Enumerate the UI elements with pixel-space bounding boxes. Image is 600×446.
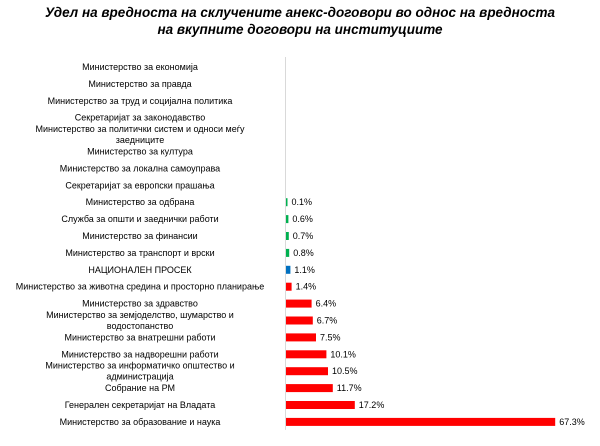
category-label-line: Министерство за финансии bbox=[82, 231, 197, 241]
category-label: Секретаријат за законодавство bbox=[75, 113, 205, 123]
value-label: 7.5% bbox=[320, 332, 341, 342]
category-label-line: Министерство за образование и наука bbox=[60, 417, 221, 427]
category-label-line: Министерство за надворешни работи bbox=[61, 349, 218, 359]
category-label-line: Министерство за правда bbox=[88, 79, 191, 89]
category-label-line: водостопанство bbox=[107, 321, 173, 331]
value-label: 11.7% bbox=[337, 383, 362, 393]
value-label: 0.1% bbox=[292, 197, 313, 207]
category-label: Секретаријат за европски прашања bbox=[65, 180, 214, 190]
category-label-line: Министерство за здравство bbox=[82, 299, 198, 309]
value-label: 0.6% bbox=[292, 214, 313, 224]
category-label: НАЦИОНАЛЕН ПРОСЕК bbox=[88, 265, 192, 275]
bar bbox=[286, 198, 288, 207]
category-label-line: Министерство за внатрешни работи bbox=[64, 332, 215, 342]
category-label: Министерство за политички систем и однос… bbox=[35, 124, 245, 145]
category-label: Министерство за здравство bbox=[82, 299, 198, 309]
category-label-line: Министерство за култура bbox=[87, 147, 193, 157]
chart-title-line-2: на вкупните договори на институциите bbox=[157, 22, 443, 37]
category-label-line: Генерален секретаријат на Владата bbox=[65, 400, 215, 410]
category-label: Министерство за локална самоуправа bbox=[60, 163, 220, 173]
bar bbox=[286, 384, 333, 393]
category-label-line: Секретаријат за европски прашања bbox=[65, 180, 214, 190]
value-label: 6.4% bbox=[316, 299, 337, 309]
bar bbox=[286, 333, 316, 342]
category-label: Служба за општи и заеднички работи bbox=[61, 214, 218, 224]
category-label: Министерство за животна средина и просто… bbox=[16, 282, 265, 292]
value-label: 10.1% bbox=[330, 349, 356, 359]
bar bbox=[286, 316, 313, 325]
bar bbox=[286, 417, 556, 426]
chart-title-line-1: Удел на вредноста на склучените анекс-до… bbox=[44, 5, 555, 20]
category-label-line: Министерство за транспорт и врски bbox=[65, 248, 214, 258]
category-label: Министерство за економија bbox=[82, 62, 198, 72]
category-label: Генерален секретаријат на Владата bbox=[65, 400, 215, 410]
category-label: Собрание на РМ bbox=[105, 383, 175, 393]
category-label: Министерство за транспорт и врски bbox=[65, 248, 214, 258]
category-label: Министерство за правда bbox=[88, 79, 191, 89]
bar bbox=[286, 215, 289, 224]
value-labels: 0.1% 0.6% 0.7% 0.8% 1.1% 1.4% 6.4% 6.7% 7.5% 10.1… bbox=[292, 197, 585, 427]
category-label: Министерство за информатичко општество и… bbox=[45, 361, 234, 382]
bars bbox=[286, 198, 556, 426]
category-label: Министерство за внатрешни работи bbox=[64, 332, 215, 342]
bar bbox=[286, 248, 290, 257]
value-label: 6.7% bbox=[317, 316, 338, 326]
value-label: 0.7% bbox=[293, 231, 314, 241]
category-label-line: заедниците bbox=[116, 135, 164, 145]
category-label-line: Служба за општи и заеднички работи bbox=[61, 214, 218, 224]
category-label-line: Секретаријат за законодавство bbox=[75, 113, 205, 123]
bar bbox=[286, 282, 292, 291]
category-label: Министерство за труд и социјална политик… bbox=[48, 96, 233, 106]
value-label: 67.3% bbox=[559, 417, 585, 427]
bar bbox=[286, 367, 328, 376]
category-label: Министерство за финансии bbox=[82, 231, 197, 241]
category-label-line: Министерство за одбрана bbox=[86, 197, 195, 207]
category-label: Министерство за образование и наука bbox=[60, 417, 221, 427]
category-label: Министерство за култура bbox=[87, 147, 193, 157]
category-label-line: Министерство за труд и социјална политик… bbox=[48, 96, 233, 106]
value-label: 0.8% bbox=[293, 248, 314, 258]
category-label: Министерство за земјоделство, шумарство … bbox=[46, 310, 234, 331]
value-label: 1.1% bbox=[294, 265, 315, 275]
category-label-line: Собрание на РМ bbox=[105, 383, 175, 393]
value-label: 17.2% bbox=[359, 400, 385, 410]
bar bbox=[286, 401, 355, 409]
category-label-line: Министерство за животна средина и просто… bbox=[16, 282, 265, 292]
value-label: 10.5% bbox=[332, 366, 358, 376]
bar bbox=[286, 299, 312, 308]
category-label: Министерство за надворешни работи bbox=[61, 349, 218, 359]
category-label-line: Министерство за политички систем и однос… bbox=[35, 124, 245, 134]
value-label: 1.4% bbox=[296, 282, 317, 292]
bar bbox=[286, 350, 327, 359]
category-labels: Министерство за економија Министерство за… bbox=[16, 62, 265, 427]
category-label-line: Министерство за економија bbox=[82, 62, 198, 72]
bar bbox=[286, 232, 289, 240]
category-label-line: Министерство за локална самоуправа bbox=[60, 163, 220, 173]
category-label-line: администрација bbox=[106, 372, 173, 382]
category-label-line: Министерство за земјоделство, шумарство … bbox=[46, 310, 234, 320]
category-label-line: НАЦИОНАЛЕН ПРОСЕК bbox=[88, 265, 192, 275]
category-label-line: Министерство за информатичко општество и bbox=[45, 361, 234, 371]
category-label: Министерство за одбрана bbox=[86, 197, 195, 207]
bar bbox=[286, 265, 291, 274]
chart-title: Удел на вредноста на склучените анекс-до… bbox=[0, 4, 600, 38]
